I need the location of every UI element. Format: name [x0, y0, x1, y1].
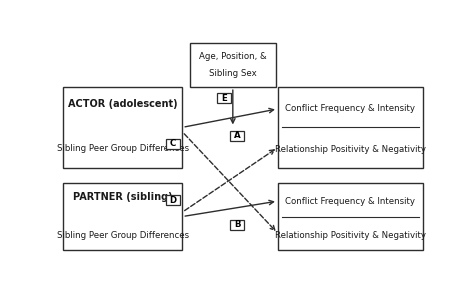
Text: Relationship Positivity & Negativity: Relationship Positivity & Negativity	[275, 145, 426, 154]
Text: Conflict Frequency & Intensity: Conflict Frequency & Intensity	[285, 196, 415, 206]
Bar	[278, 87, 423, 168]
Bar	[166, 195, 180, 205]
Bar	[217, 93, 231, 103]
Text: D: D	[170, 196, 177, 204]
Bar	[190, 43, 276, 87]
Text: E: E	[221, 94, 227, 103]
Text: C: C	[170, 139, 176, 148]
Text: A: A	[234, 131, 241, 140]
Text: Age, Position, &: Age, Position, &	[199, 52, 267, 61]
Bar	[278, 183, 423, 250]
Text: ACTOR (adolescent): ACTOR (adolescent)	[68, 99, 177, 109]
Text: Sibling Peer Group Differences: Sibling Peer Group Differences	[56, 144, 189, 153]
Bar	[166, 139, 180, 149]
Text: Relationship Positivity & Negativity: Relationship Positivity & Negativity	[275, 231, 426, 240]
Text: Conflict Frequency & Intensity: Conflict Frequency & Intensity	[285, 104, 415, 113]
Text: PARTNER (sibling): PARTNER (sibling)	[73, 192, 173, 202]
Bar	[63, 183, 182, 250]
Text: B: B	[234, 221, 241, 229]
Bar	[63, 87, 182, 168]
Bar	[230, 131, 245, 141]
Text: Sibling Peer Group Differences: Sibling Peer Group Differences	[56, 231, 189, 240]
Bar	[230, 220, 245, 230]
Text: Sibling Sex: Sibling Sex	[209, 69, 257, 78]
